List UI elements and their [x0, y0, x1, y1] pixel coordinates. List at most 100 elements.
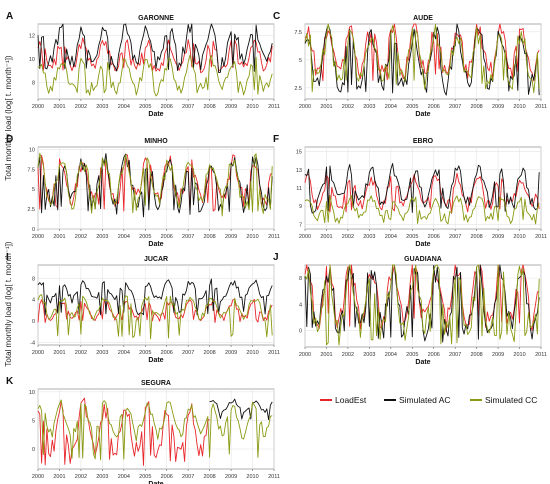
x-tick-label: 2008	[204, 474, 216, 480]
x-tick-label: 2011	[535, 352, 547, 358]
y-tick-label: 2.5	[294, 86, 302, 92]
x-tick-label: 2007	[449, 352, 461, 358]
series-line-simulated-cc	[37, 399, 273, 461]
x-tick-label: 2000	[32, 474, 44, 480]
x-tick-label: 2003	[363, 104, 375, 110]
panel-letter: K	[6, 376, 14, 387]
x-tick-label: 2010	[246, 350, 258, 356]
y-axis-label-top: Total monthly load (log[ t. month⁻¹])	[4, 55, 13, 181]
x-tick-label: 2006	[428, 352, 440, 358]
x-tick-label: 2002	[75, 104, 87, 110]
x-axis-label: Date	[148, 111, 163, 118]
legend-label: Simulated AC	[399, 395, 451, 405]
x-tick-label: 2002	[75, 234, 87, 240]
x-tick-label: 2009	[225, 234, 237, 240]
panel-jucar: 2000 2001 2002 2003 2004 2005 2006 2007 2008 2009…	[6, 252, 280, 364]
x-tick-label: 2010	[513, 352, 525, 358]
x-tick-label: 2000	[299, 352, 311, 358]
x-tick-label: 2011	[268, 350, 280, 356]
x-tick-label: 2007	[449, 104, 461, 110]
series-line-loadest	[304, 172, 540, 214]
plot-area	[37, 264, 275, 346]
panel-title: GUADIANA	[404, 256, 442, 263]
x-tick-label: 2007	[449, 234, 461, 240]
y-tick-label: 11	[296, 186, 302, 192]
x-tick-label: 2005	[139, 350, 151, 356]
x-tick-label: 2004	[385, 234, 397, 240]
y-tick-label: 7	[299, 222, 302, 228]
x-tick-label: 2008	[471, 234, 483, 240]
panel-segura: 2000 2001 2002 2003 2004 2005 2006 2007 2008 2009…	[6, 376, 280, 484]
legend-label: Simulated CC	[485, 395, 537, 405]
y-tick-label: 8	[32, 81, 35, 87]
y-axis-label-middle: Total monthly load (log[ t. month⁻¹])	[4, 241, 13, 367]
x-tick-label: 2008	[204, 234, 216, 240]
x-tick-label: 2011	[268, 474, 280, 480]
x-tick-label: 2002	[342, 352, 354, 358]
y-tick-label: 0	[32, 227, 35, 233]
x-tick-label: 2000	[32, 104, 44, 110]
x-tick-label: 2003	[96, 474, 108, 480]
x-tick-label: 2000	[32, 350, 44, 356]
x-tick-label: 2009	[492, 104, 504, 110]
x-tick-label: 2002	[342, 104, 354, 110]
x-tick-label: 2001	[53, 350, 65, 356]
x-tick-label: 2006	[161, 104, 173, 110]
x-tick-label: 2000	[32, 234, 44, 240]
panel-title: MINHO	[144, 138, 168, 145]
y-tick-label: 12	[29, 34, 35, 40]
y-tick-label: 10	[29, 390, 35, 396]
panel-aude: 2000 2001 2002 2003 2004 2005 2006 2007 2008 2009…	[273, 11, 547, 118]
x-axis-label: Date	[148, 481, 163, 484]
x-tick-label: 2007	[182, 104, 194, 110]
panel-letter: A	[6, 11, 13, 22]
series-line-simulated-cc	[37, 152, 273, 217]
y-tick-label: 8	[299, 276, 302, 282]
y-tick-label: 10	[29, 147, 35, 153]
x-tick-label: 2009	[225, 350, 237, 356]
x-tick-label: 2001	[320, 352, 332, 358]
x-tick-label: 2010	[246, 474, 258, 480]
legend: LoadEst Simulated AC Simulated CC	[320, 395, 537, 405]
panel-title: EBRO	[413, 138, 434, 145]
y-tick-label: 2.5	[27, 207, 35, 213]
x-tick-label: 2005	[406, 104, 418, 110]
y-tick-label: 7.5	[27, 167, 35, 173]
x-tick-label: 2000	[299, 104, 311, 110]
x-tick-label: 2002	[342, 234, 354, 240]
y-tick-label: 5	[299, 58, 302, 64]
x-axis-label: Date	[415, 359, 430, 366]
x-tick-label: 2004	[118, 350, 130, 356]
x-tick-label: 2007	[182, 234, 194, 240]
y-tick-label: 5	[32, 418, 35, 424]
x-tick-label: 2005	[406, 234, 418, 240]
series-line-simulated-ac	[304, 23, 540, 96]
y-tick-label: 4	[32, 298, 35, 304]
series-line-simulated-cc	[304, 264, 540, 346]
x-tick-label: 2005	[139, 234, 151, 240]
x-tick-label: 2008	[204, 350, 216, 356]
series-line-simulated-cc	[304, 195, 540, 225]
x-tick-label: 2004	[385, 352, 397, 358]
panel-minho: 2000 2001 2002 2003 2004 2005 2006 2007 2008 2009…	[6, 134, 280, 248]
x-tick-label: 2011	[535, 234, 547, 240]
x-tick-label: 2001	[53, 474, 65, 480]
x-tick-label: 2005	[406, 352, 418, 358]
y-tick-label: 13	[296, 168, 302, 174]
panel-title: GARONNE	[138, 15, 174, 22]
series-line-simulated-cc	[37, 54, 273, 97]
panel-letter: J	[273, 252, 279, 263]
x-tick-label: 2007	[182, 350, 194, 356]
x-tick-label: 2002	[75, 474, 87, 480]
y-tick-label: 0	[32, 447, 35, 453]
series-line-simulated-ac	[37, 23, 273, 73]
x-tick-label: 2004	[118, 104, 130, 110]
x-tick-label: 2009	[225, 474, 237, 480]
x-tick-label: 2001	[53, 104, 65, 110]
x-tick-label: 2009	[492, 234, 504, 240]
panel-letter: D	[6, 134, 13, 145]
x-tick-label: 2003	[96, 104, 108, 110]
x-tick-label: 2004	[118, 474, 130, 480]
x-tick-label: 2005	[139, 104, 151, 110]
